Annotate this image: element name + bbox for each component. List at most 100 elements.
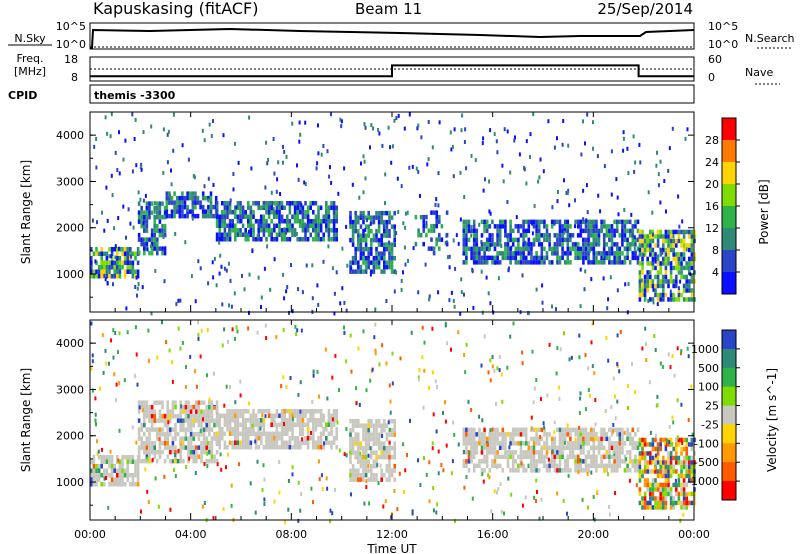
noise-cell	[167, 420, 170, 425]
echo-cell	[646, 256, 649, 262]
echo-cell	[662, 247, 665, 253]
echo-cell	[370, 454, 373, 460]
noise-cell	[285, 230, 288, 235]
echo-cell	[669, 243, 673, 248]
echo-cell	[332, 409, 336, 414]
echo-cell	[475, 445, 479, 451]
echo-cell	[563, 237, 567, 243]
noise-cell	[170, 182, 173, 187]
echo-cell	[498, 219, 502, 225]
echo-cell	[161, 431, 164, 437]
echo-cell	[189, 449, 193, 455]
echo-cell	[283, 409, 286, 414]
echo-cell	[299, 219, 302, 224]
noise-cell	[665, 209, 667, 214]
echo-cell	[646, 243, 649, 248]
echo-cell	[110, 464, 114, 469]
echo-cell	[574, 459, 577, 464]
noise-cell	[453, 127, 456, 132]
noise-cell	[108, 254, 111, 259]
noise-cell	[190, 274, 193, 279]
noise-cell	[432, 412, 435, 417]
echo-cell	[383, 427, 386, 433]
echo-cell	[332, 232, 336, 237]
echo-cell	[293, 205, 297, 210]
echo-cell	[90, 247, 93, 252]
noise-cell	[189, 354, 192, 359]
echo-cell	[509, 260, 512, 265]
echo-cell	[197, 445, 201, 450]
echo-cell	[659, 270, 662, 275]
echo-cell	[362, 463, 365, 469]
noise-cell	[360, 213, 363, 218]
echo-cell	[145, 219, 149, 224]
echo-cell	[247, 201, 250, 206]
echo-cell	[293, 409, 297, 414]
noise-cell	[450, 147, 453, 152]
echo-cell	[393, 441, 396, 446]
echo-cell	[390, 224, 394, 229]
echo-cell	[589, 246, 593, 252]
echo-cell	[293, 436, 297, 441]
echo-cell	[537, 468, 541, 473]
echo-cell	[202, 431, 206, 437]
echo-cell	[643, 464, 647, 470]
echo-cell	[156, 201, 159, 206]
echo-cell	[589, 463, 593, 469]
echo-cell	[558, 450, 562, 455]
echo-cell	[677, 261, 681, 266]
noise-cell	[177, 326, 180, 331]
echo-cell	[192, 431, 195, 437]
echo-cell	[690, 229, 694, 235]
echo-cell	[390, 242, 394, 247]
echo-cell	[136, 477, 140, 482]
noise-cell	[639, 160, 642, 165]
echo-cell	[97, 468, 101, 473]
noise-cell	[531, 221, 534, 226]
noise-cell	[445, 240, 448, 245]
noise-cell	[285, 385, 288, 389]
echo-cell	[244, 436, 247, 441]
noise-cell	[207, 281, 210, 286]
echo-cell	[530, 454, 533, 460]
echo-cell	[209, 209, 213, 214]
noise-cell	[221, 343, 224, 348]
echo-cell	[304, 201, 307, 206]
echo-cell	[472, 463, 476, 469]
echo-cell	[364, 242, 368, 247]
echo-cell	[659, 464, 662, 470]
noise-cell	[407, 258, 409, 263]
echo-cell	[306, 418, 310, 423]
echo-cell	[145, 449, 149, 455]
noise-cell	[659, 159, 662, 164]
echo-cell	[659, 247, 662, 253]
echo-cell	[357, 228, 360, 234]
noise-cell	[680, 402, 683, 407]
echo-cell	[662, 234, 665, 239]
echo-cell	[291, 214, 294, 219]
echo-cell	[485, 242, 489, 247]
echo-cell	[143, 449, 146, 455]
echo-cell	[110, 477, 114, 482]
echo-cell	[213, 422, 216, 428]
echo-cell	[618, 246, 622, 252]
echo-cell	[228, 440, 232, 445]
echo-cell	[234, 422, 237, 427]
echo-cell	[257, 427, 260, 432]
echo-cell	[589, 445, 593, 451]
echo-cell	[359, 269, 363, 274]
noise-cell	[141, 285, 144, 290]
noise-cell	[393, 289, 396, 294]
echo-cell	[675, 455, 678, 461]
echo-cell	[685, 288, 688, 293]
echo-cell	[465, 432, 468, 437]
echo-cell	[385, 436, 389, 442]
echo-cell	[170, 209, 174, 214]
echo-cell	[273, 431, 276, 436]
noise-cell	[400, 278, 403, 283]
noise-cell	[269, 287, 272, 292]
echo-cell	[380, 242, 383, 247]
echo-cell	[690, 256, 694, 262]
echo-cell	[312, 422, 315, 427]
echo-cell	[667, 252, 670, 257]
